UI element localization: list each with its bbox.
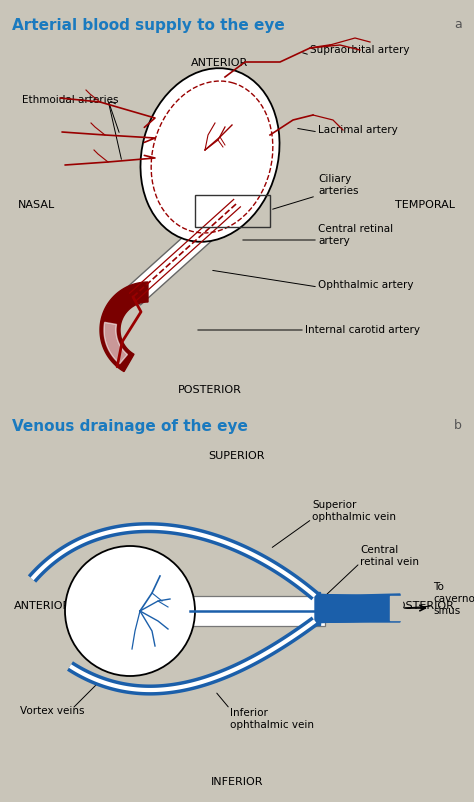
Polygon shape	[104, 322, 128, 363]
Text: Central retinal
artery: Central retinal artery	[318, 225, 393, 245]
Text: To
cavernous
sinus: To cavernous sinus	[433, 582, 474, 616]
Text: b: b	[454, 419, 462, 432]
Circle shape	[65, 546, 195, 676]
Text: Ophthalmic artery: Ophthalmic artery	[318, 280, 413, 290]
Text: Inferior
ophthalmic vein: Inferior ophthalmic vein	[230, 708, 314, 730]
Polygon shape	[315, 592, 320, 622]
Ellipse shape	[140, 68, 280, 242]
Text: SUPERIOR: SUPERIOR	[209, 451, 265, 461]
Text: POSTERIOR: POSTERIOR	[178, 385, 242, 395]
Text: Superior
ophthalmic vein: Superior ophthalmic vein	[312, 500, 396, 522]
Text: Ciliary
arteries: Ciliary arteries	[318, 174, 358, 196]
Text: Lacrimal artery: Lacrimal artery	[318, 125, 398, 135]
Bar	[195, 195, 270, 227]
Text: ANTERIOR: ANTERIOR	[191, 58, 249, 68]
Text: TEMPORAL: TEMPORAL	[395, 200, 455, 210]
Text: Ethmoidal arteries: Ethmoidal arteries	[22, 95, 119, 105]
Text: NASAL: NASAL	[18, 200, 55, 210]
Polygon shape	[315, 594, 320, 625]
Text: Supraorbital artery: Supraorbital artery	[310, 45, 410, 55]
Polygon shape	[315, 594, 400, 622]
Text: POSTERIOR: POSTERIOR	[391, 601, 455, 611]
Text: INFERIOR: INFERIOR	[211, 777, 263, 787]
Bar	[126, 195, 245, 305]
Text: Arterial blood supply to the eye: Arterial blood supply to the eye	[12, 18, 285, 33]
Text: a: a	[454, 18, 462, 31]
Text: Internal carotid artery: Internal carotid artery	[305, 325, 420, 335]
Polygon shape	[100, 282, 148, 371]
Text: Vortex veins: Vortex veins	[20, 706, 84, 716]
Bar	[190, 596, 325, 626]
Text: Central
retinal vein: Central retinal vein	[360, 545, 419, 567]
Text: ANTERIOR: ANTERIOR	[14, 601, 71, 611]
Text: Venous drainage of the eye: Venous drainage of the eye	[12, 419, 248, 434]
